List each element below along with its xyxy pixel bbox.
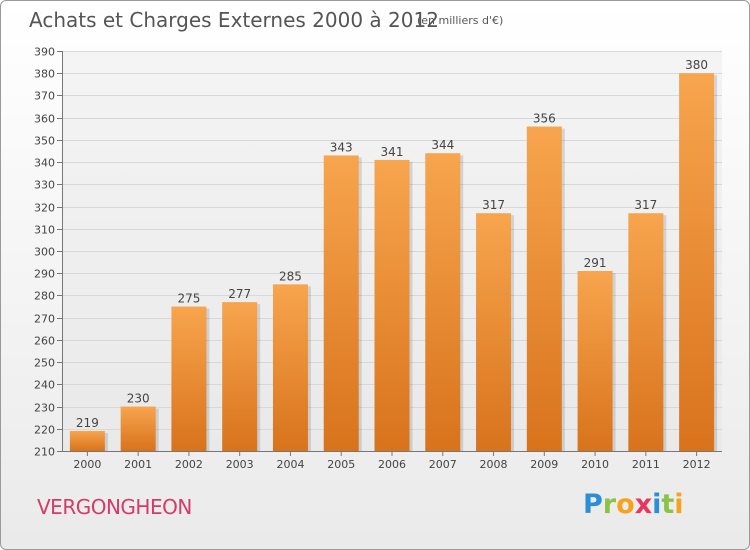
- y-tick-label: 300: [34, 246, 55, 259]
- y-tick-label: 320: [34, 202, 55, 215]
- proxiti-logo: Proxiti: [583, 489, 684, 520]
- data-label: 380: [685, 58, 708, 72]
- bar: [120, 406, 156, 451]
- data-label: 317: [634, 198, 657, 212]
- x-tick-label: 2004: [276, 458, 304, 471]
- x-tick-label: 2002: [175, 458, 203, 471]
- y-tick-label: 270: [34, 313, 55, 326]
- logo-letter: x: [634, 489, 653, 520]
- data-label: 343: [330, 140, 353, 154]
- x-tick-label: 2012: [683, 458, 711, 471]
- y-tick-label: 340: [34, 157, 55, 170]
- y-tick-label: 310: [34, 224, 55, 237]
- y-tick-label: 360: [34, 113, 55, 126]
- y-tick-label: 260: [34, 335, 55, 348]
- x-tick-label: 2008: [480, 458, 508, 471]
- logo-letter: i: [674, 489, 684, 520]
- x-tick-label: 2011: [632, 458, 660, 471]
- y-tick-label: 350: [34, 135, 55, 148]
- bar: [222, 302, 258, 451]
- y-tick-label: 330: [34, 179, 55, 192]
- bar: [171, 306, 207, 451]
- logo-letter: P: [583, 489, 603, 520]
- bar: [526, 126, 562, 452]
- data-label: 317: [482, 198, 505, 212]
- commune-name: VERGONGHEON: [37, 495, 192, 519]
- y-tick-label: 210: [34, 446, 55, 459]
- bar: [69, 431, 105, 451]
- data-label: 341: [381, 145, 404, 159]
- x-tick-label: 2001: [124, 458, 152, 471]
- y-tick-label: 290: [34, 268, 55, 281]
- chart-subtitle: (en milliers d'€): [417, 14, 504, 27]
- x-tick-label: 2010: [581, 458, 609, 471]
- y-tick-label: 390: [34, 46, 55, 59]
- y-tick-label: 370: [34, 90, 55, 103]
- x-tick-label: 2006: [378, 458, 406, 471]
- bar: [272, 284, 308, 451]
- y-tick-label: 220: [34, 424, 55, 437]
- bar: [476, 213, 512, 451]
- data-label: 275: [177, 292, 200, 306]
- logo-letter: o: [616, 489, 635, 520]
- data-label: 277: [228, 287, 251, 301]
- x-tick-label: 2009: [530, 458, 558, 471]
- x-tick-label: 2000: [73, 458, 101, 471]
- data-label: 356: [533, 112, 556, 126]
- data-label: 291: [584, 256, 607, 270]
- data-label: 219: [76, 416, 99, 430]
- logo-letter: t: [661, 489, 675, 520]
- logo-letter: i: [652, 489, 662, 520]
- x-tick-label: 2003: [226, 458, 254, 471]
- data-label: 230: [127, 392, 150, 406]
- data-label: 344: [431, 138, 454, 152]
- bar: [577, 271, 613, 451]
- bar: [425, 153, 461, 451]
- bar: [679, 73, 715, 451]
- logo-letter: r: [602, 489, 617, 520]
- y-tick-label: 280: [34, 290, 55, 303]
- y-tick-label: 380: [34, 68, 55, 81]
- x-tick-label: 2005: [327, 458, 355, 471]
- bar: [628, 213, 664, 451]
- bar: [323, 155, 359, 451]
- bar: [374, 159, 410, 451]
- y-tick-label: 230: [34, 402, 55, 415]
- y-tick-label: 240: [34, 379, 55, 392]
- x-tick-label: 2007: [429, 458, 457, 471]
- data-label: 285: [279, 269, 302, 283]
- y-tick-label: 250: [34, 357, 55, 370]
- chart-title: Achats et Charges Externes 2000 à 2012: [29, 8, 439, 32]
